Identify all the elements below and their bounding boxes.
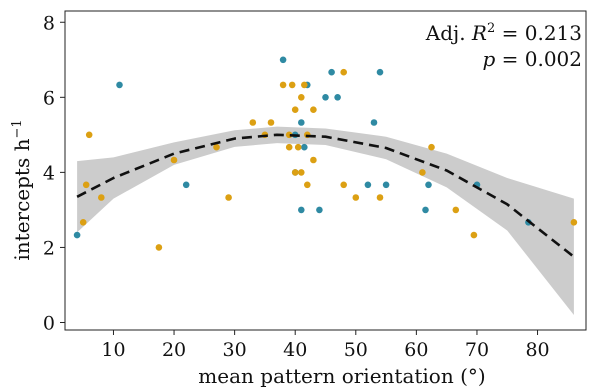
y-tick-label-4: 4 — [43, 162, 55, 184]
data-point-series1-9 — [301, 143, 308, 151]
data-point-series2-23 — [304, 181, 311, 189]
data-point-series2-16 — [291, 106, 299, 113]
annotation-r2-value: = 0.213 — [495, 21, 582, 45]
axes: 10 20 30 40 50 60 70 80 0 2 4 6 8 — [43, 10, 587, 361]
annotation-p: p = 0.002 — [482, 47, 582, 71]
data-point-series2-1 — [79, 219, 87, 226]
x-tick-label-70: 70 — [465, 339, 489, 361]
data-point-series1-3 — [182, 181, 190, 189]
data-point-series1-14 — [334, 94, 341, 101]
y-axis-title: intercepts h−1 — [10, 119, 34, 260]
data-point-series1-8 — [298, 119, 305, 126]
plot-area — [73, 56, 578, 315]
x-tick-label-30: 30 — [223, 339, 247, 361]
data-point-series1-19 — [422, 206, 429, 214]
annotation-r2-var: R — [471, 21, 487, 45]
data-point-series2-3 — [85, 131, 93, 139]
annotation-r2-sup: 2 — [487, 21, 495, 36]
data-point-series2-31 — [428, 143, 435, 151]
x-tick-label-80: 80 — [525, 339, 549, 361]
data-point-series2-21 — [301, 81, 308, 89]
data-point-series2-12 — [279, 81, 287, 89]
data-point-series1-4 — [279, 56, 287, 64]
data-point-series2-17 — [291, 169, 299, 176]
data-point-series2-29 — [376, 194, 384, 201]
confidence-band — [77, 126, 574, 315]
data-point-series2-15 — [288, 81, 296, 89]
data-point-series2-26 — [340, 181, 348, 189]
y-tick-label-8: 8 — [43, 12, 55, 34]
data-point-series1-16 — [370, 119, 378, 126]
x-tick-label-60: 60 — [404, 339, 428, 361]
data-point-series2-5 — [155, 244, 163, 251]
x-tick-label-10: 10 — [101, 339, 125, 361]
annotation-r2-prefix: Adj. — [425, 21, 472, 45]
y-tick-label-6: 6 — [43, 87, 55, 109]
data-point-series2-18 — [294, 143, 302, 151]
data-point-series2-4 — [98, 194, 105, 201]
data-point-series2-14 — [285, 143, 293, 151]
data-point-series1-2 — [116, 81, 123, 89]
data-point-series1-20 — [425, 181, 432, 189]
data-point-series2-9 — [249, 119, 257, 126]
annotation-p-var: p — [482, 47, 495, 71]
data-point-series2-2 — [82, 181, 90, 189]
x-tick-label-20: 20 — [162, 339, 186, 361]
x-axis-title: mean pattern orientation (°) — [198, 364, 485, 388]
y-tick-label-0: 0 — [43, 312, 55, 334]
data-point-series1-18 — [382, 181, 390, 189]
data-point-series1-7 — [298, 206, 305, 214]
data-point-series2-7 — [213, 143, 220, 151]
data-point-series1-13 — [328, 68, 335, 76]
data-point-series2-30 — [419, 169, 426, 176]
data-point-series2-33 — [470, 231, 478, 239]
x-tick-label-50: 50 — [344, 339, 368, 361]
data-point-series2-6 — [170, 156, 178, 164]
fit-curve — [76, 133, 575, 258]
y-tick-label-2: 2 — [43, 237, 55, 259]
data-point-series2-20 — [298, 169, 305, 176]
plot-frame — [64, 10, 587, 331]
data-point-series1-12 — [322, 94, 329, 101]
data-point-series1-11 — [316, 206, 323, 214]
data-point-series2-24 — [310, 106, 317, 113]
data-point-series2-32 — [452, 206, 460, 214]
x-tick-label-40: 40 — [283, 339, 307, 361]
data-point-series2-27 — [340, 68, 348, 76]
data-point-series1-1 — [73, 231, 81, 239]
data-point-series2-34 — [570, 219, 578, 226]
data-point-series2-19 — [298, 94, 305, 101]
data-point-series2-11 — [267, 119, 275, 126]
data-point-series2-28 — [352, 194, 360, 201]
annotation-p-value: = 0.002 — [495, 47, 582, 71]
annotation-r2: Adj. R2 = 0.213 — [425, 21, 582, 45]
data-point-series2-25 — [310, 156, 317, 164]
data-point-series1-17 — [376, 68, 384, 76]
data-point-series2-8 — [225, 194, 232, 201]
data-point-series1-15 — [364, 181, 372, 189]
y-axis-title-superscript: −1 — [10, 119, 25, 138]
y-axis-title-main: intercepts h — [10, 138, 34, 260]
